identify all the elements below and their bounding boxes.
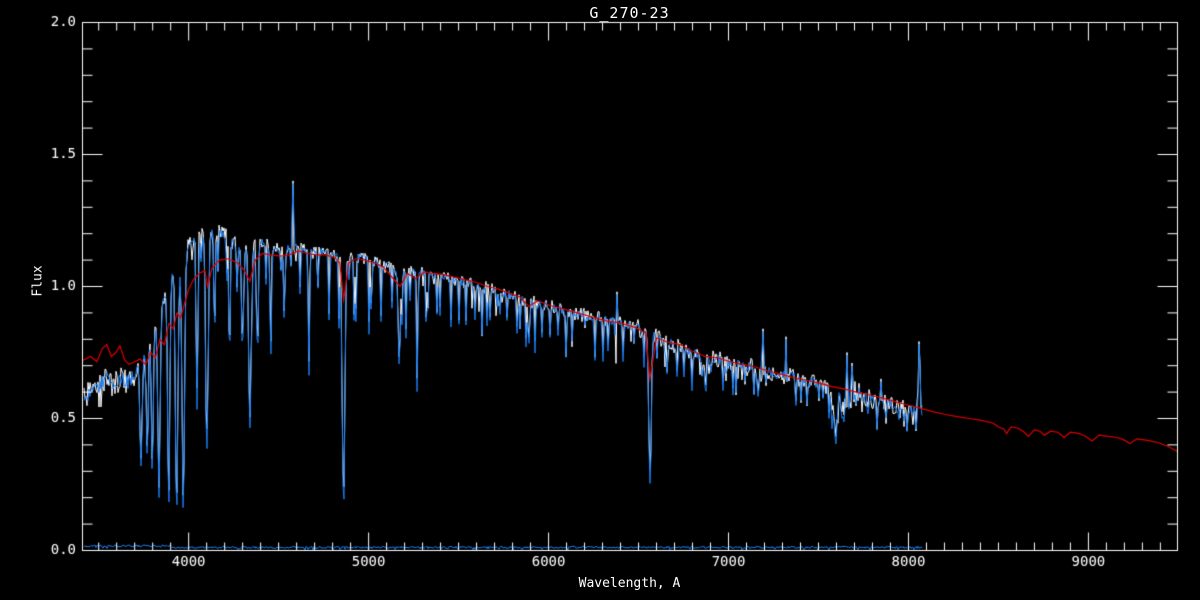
x-axis-label: Wavelength, A	[578, 576, 681, 591]
y-axis-label: Flux	[30, 265, 46, 297]
plot-title: G_270-23	[589, 4, 670, 22]
